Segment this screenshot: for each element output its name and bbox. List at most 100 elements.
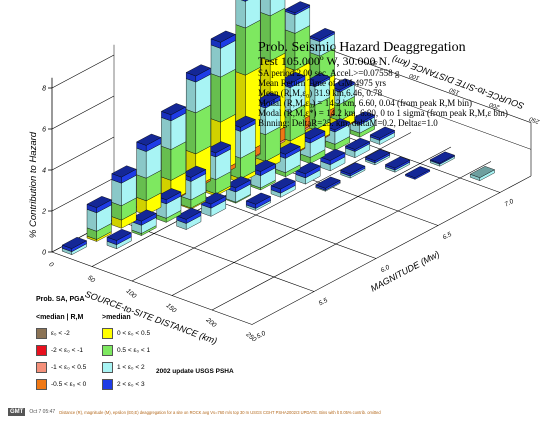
binning-text: Binning: DeltaR=25. km, deltaM=0.2, Delt… bbox=[258, 118, 438, 128]
legend-item: 1 < ε₀ < 2 bbox=[102, 362, 145, 373]
legend-swatch bbox=[102, 328, 113, 339]
side-wall-gridline bbox=[51, 54, 115, 89]
gmt-footer: GMT Oct 7 05:47 Distance (R), magnitude … bbox=[8, 408, 381, 416]
bar-segment-top bbox=[61, 236, 88, 249]
bar-segment-front bbox=[210, 73, 221, 123]
site-location: Test 105.000º W, 30.000 N. bbox=[258, 54, 391, 68]
bar-segment-top bbox=[340, 162, 366, 175]
deagg-bar bbox=[136, 133, 162, 216]
bar-segment-top bbox=[245, 192, 272, 205]
psha-update-label: 2002 update USGS PSHA bbox=[156, 368, 234, 375]
floor-gridline bbox=[171, 146, 452, 296]
bar-segment-top bbox=[300, 127, 326, 140]
bar-segment-top bbox=[304, 73, 331, 85]
bar-segment-top bbox=[329, 78, 356, 91]
bar-segment-top bbox=[111, 165, 137, 178]
chart-title: Prob. Seismic Hazard Deaggregation bbox=[258, 40, 466, 55]
bar-segment-top bbox=[160, 103, 187, 116]
deagg-bar bbox=[106, 228, 132, 250]
legend-swatch bbox=[36, 328, 47, 339]
gmt-logo: GMT bbox=[8, 408, 26, 416]
floor-gridline bbox=[211, 161, 492, 311]
bar-segment-side bbox=[245, 0, 261, 29]
return-time-text: Mean Return Time of GM 4975 yrs bbox=[258, 78, 386, 88]
bar-segment-top bbox=[309, 28, 336, 40]
legend-swatch bbox=[102, 345, 113, 356]
deagg-bar bbox=[131, 209, 157, 236]
legend-title: Prob. SA, PGA bbox=[36, 296, 85, 303]
bar-segment-front bbox=[161, 145, 172, 181]
bar-segment-front bbox=[240, 0, 246, 2]
back-x-tick-label: 250 bbox=[528, 115, 541, 125]
bar-segment-side bbox=[270, 0, 286, 17]
bar-segment-top bbox=[180, 165, 207, 178]
back-x-tick-label: 100 bbox=[408, 71, 420, 80]
bar-segment-top bbox=[384, 156, 411, 169]
bar-segment-top bbox=[344, 137, 371, 150]
legend-label: -2 < ε₀ < -1 bbox=[51, 347, 83, 354]
legend-item: 0.5 < ε₀ < 1 bbox=[102, 345, 150, 356]
bar-segment-top bbox=[230, 115, 256, 128]
bar-segment-top bbox=[200, 192, 227, 205]
bar-segment-top bbox=[185, 64, 212, 77]
side-wall-gridline bbox=[51, 95, 115, 130]
bar-segment-top bbox=[270, 177, 296, 190]
legend-item: ε₀ < -2 bbox=[36, 328, 70, 339]
z-tick-label: 8 bbox=[42, 86, 46, 93]
bar-segment-front bbox=[185, 109, 197, 155]
z-tick-label: 6 bbox=[42, 127, 46, 134]
back-x-tick-label: 150 bbox=[448, 86, 460, 95]
legend-label: ε₀ < -2 bbox=[51, 330, 70, 337]
legend-item: -1 < ε₀ < 0.5 bbox=[36, 362, 86, 373]
x-tick-label: 250 bbox=[244, 331, 258, 344]
bar-segment-top bbox=[469, 166, 496, 178]
mean-rme-text: Mean (R,M,ε₀) 31.9 km,6.46, 0.78 bbox=[258, 88, 383, 98]
deagg-bar bbox=[344, 137, 371, 159]
bar-segment-top bbox=[131, 209, 157, 222]
bar-segment-top bbox=[364, 149, 391, 162]
legend-swatch bbox=[102, 379, 113, 390]
bar-segment-top bbox=[225, 176, 252, 189]
bar-segment-top bbox=[315, 176, 341, 189]
bar-segment-top bbox=[86, 196, 112, 208]
bar-segment-top bbox=[280, 71, 306, 84]
bar-segment-front bbox=[185, 78, 197, 114]
bar-segment-front bbox=[136, 174, 147, 202]
deagg-bar bbox=[295, 162, 321, 185]
bar-segment-front bbox=[210, 44, 221, 78]
deagg-bar bbox=[404, 166, 431, 180]
z-tick-label: 4 bbox=[42, 168, 46, 175]
bar-segment-top bbox=[255, 92, 281, 105]
bar-segment-side bbox=[245, 0, 249, 2]
deagg-bar bbox=[369, 126, 396, 145]
modal-rmestar-text: Modal (R,M,ε*) = 14.2 km, 6.80, 0 to 1 s… bbox=[258, 108, 508, 118]
deagg-bar bbox=[176, 207, 202, 230]
z-tick-label: 2 bbox=[41, 209, 46, 216]
y-axis-label: MAGNITUDE (Mw) bbox=[369, 249, 441, 294]
bar-segment-top bbox=[106, 228, 132, 241]
deagg-bar bbox=[429, 151, 456, 167]
bar-segment-top bbox=[429, 151, 456, 164]
bar-segment-top bbox=[295, 162, 321, 175]
title-block: Prob. Seismic Hazard Deaggregation Test … bbox=[258, 40, 508, 128]
legend-swatch bbox=[36, 379, 47, 390]
bar-segment-front bbox=[235, 0, 246, 29]
y-tick-label: 5.0 bbox=[256, 330, 268, 341]
bar-segment-top bbox=[404, 166, 431, 179]
side-wall-gridline bbox=[51, 136, 115, 171]
bar-segment-top bbox=[324, 118, 351, 131]
bar-segment-front bbox=[86, 209, 97, 232]
legend-swatch bbox=[102, 362, 113, 373]
back-wall-gridline bbox=[330, 76, 532, 150]
deagg-bar bbox=[61, 236, 88, 256]
bar-segment-front bbox=[161, 117, 172, 150]
deagg-bar bbox=[270, 177, 296, 198]
legend-item: -2 < ε₀ < -1 bbox=[36, 345, 83, 356]
legend-item: -0.5 < ε₀ < 0 bbox=[36, 379, 86, 390]
bar-segment-top bbox=[176, 207, 202, 220]
deagg-bar bbox=[86, 196, 112, 242]
legend-label: 1 < ε₀ < 2 bbox=[117, 364, 145, 371]
y-tick-label: 5.5 bbox=[318, 297, 330, 308]
deagg-bar bbox=[200, 192, 227, 217]
bar-segment-top bbox=[349, 111, 376, 124]
